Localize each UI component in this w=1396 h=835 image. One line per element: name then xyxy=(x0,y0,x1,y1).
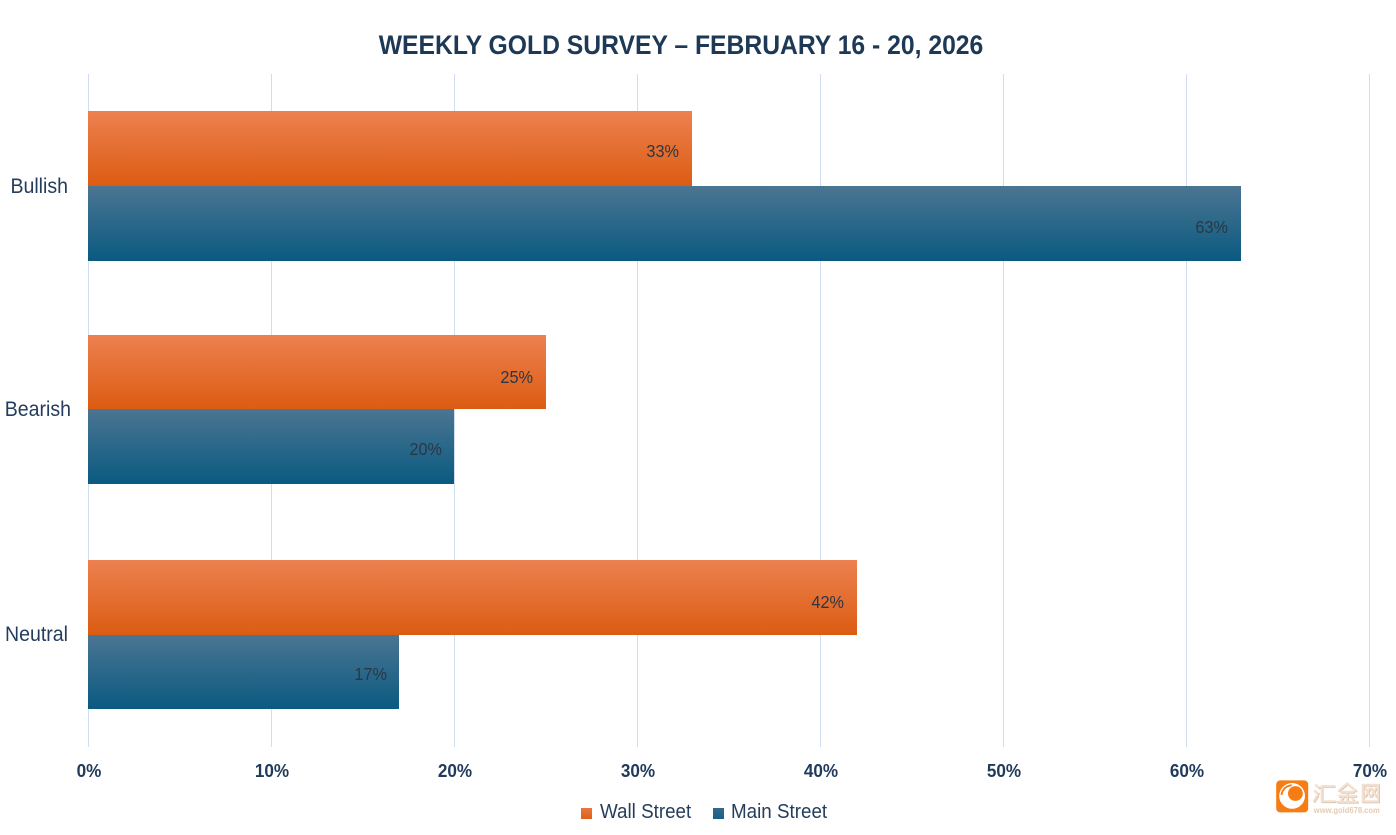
svg-text:www.gold678.com: www.gold678.com xyxy=(1313,805,1380,815)
